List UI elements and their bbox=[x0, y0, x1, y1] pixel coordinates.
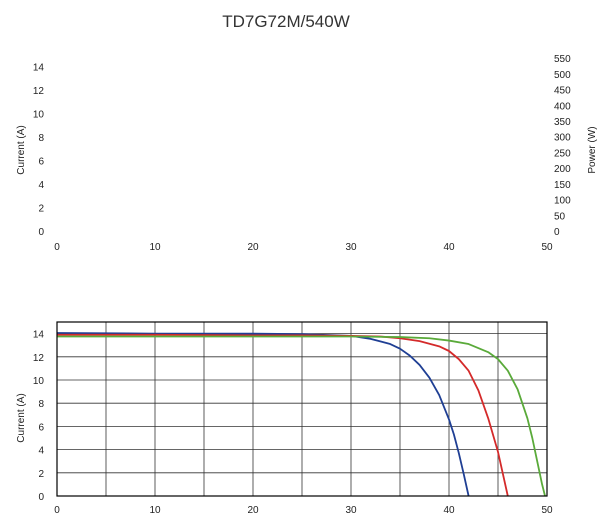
plot-frame bbox=[56, 321, 548, 497]
bottom-y-tick-label: 12 bbox=[33, 353, 45, 364]
bottom-x-tick-label: 30 bbox=[345, 505, 357, 516]
top-y2-tick-label: 500 bbox=[554, 70, 571, 81]
top-x-tick-label: 50 bbox=[541, 242, 553, 253]
bottom-y-axis-label: Current (A) bbox=[16, 393, 27, 442]
bottom-x-tick-label: 50 bbox=[541, 505, 553, 516]
top-y2-tick-label: 300 bbox=[554, 133, 571, 144]
top-y2-tick-label: 0 bbox=[554, 227, 560, 238]
top-y-tick-label: 6 bbox=[38, 157, 44, 168]
top-y2-tick-label: 100 bbox=[554, 196, 571, 207]
top-y2-tick-label: 400 bbox=[554, 101, 571, 112]
bottom-y-tick-label: 2 bbox=[38, 469, 44, 480]
top-x-tick-label: 30 bbox=[345, 242, 357, 253]
top-y2-tick-label: 250 bbox=[554, 148, 571, 159]
top-x-tick-label: 0 bbox=[54, 242, 60, 253]
top-y2-tick-label: 50 bbox=[554, 211, 566, 222]
iv-curve-1 bbox=[56, 332, 470, 497]
bottom-x-tick-label: 10 bbox=[149, 505, 161, 516]
bottom-x-tick-label: 0 bbox=[54, 505, 60, 516]
iv-curve-2 bbox=[57, 333, 509, 497]
top-x-tick-label: 40 bbox=[443, 242, 455, 253]
top-y-tick-label: 2 bbox=[38, 204, 44, 215]
chart-title: TD7G72M/540W bbox=[222, 12, 350, 31]
top-y-tick-label: 14 bbox=[33, 63, 45, 74]
top-y-tick-label: 10 bbox=[33, 110, 45, 121]
top-y2-tick-label: 550 bbox=[554, 54, 571, 65]
top-x-tick-label: 10 bbox=[149, 242, 161, 253]
bottom-y-tick-label: 8 bbox=[38, 399, 44, 410]
bottom-y-tick-label: 6 bbox=[38, 422, 44, 433]
bottom-y-tick-label: 0 bbox=[38, 492, 44, 503]
top-chart: 0 10 20 30 40 5002468101214050100150200250300… bbox=[16, 54, 598, 253]
top-y-tick-label: 12 bbox=[33, 86, 45, 97]
bottom-y-tick-label: 14 bbox=[33, 330, 45, 341]
iv-curve-3 bbox=[57, 335, 546, 497]
top-y-tick-label: 4 bbox=[38, 180, 44, 191]
top-y-tick-label: 0 bbox=[38, 227, 44, 238]
bottom-x-tick-label: 40 bbox=[443, 505, 455, 516]
top-y2-axis-label: Power (W) bbox=[587, 126, 598, 173]
top-y-axis-label: Current (A) bbox=[16, 125, 27, 174]
top-x-tick-label: 20 bbox=[247, 242, 259, 253]
top-y2-tick-label: 350 bbox=[554, 117, 571, 128]
top-y2-tick-label: 450 bbox=[554, 86, 571, 97]
bottom-x-tick-label: 20 bbox=[247, 505, 259, 516]
top-y-tick-label: 8 bbox=[38, 133, 44, 144]
top-y2-tick-label: 150 bbox=[554, 180, 571, 191]
bottom-y-tick-label: 4 bbox=[38, 446, 44, 457]
bottom-chart: 0 10 20 30 40 50 0 2 4 6 8 10 12 14 Current (A) bbox=[16, 321, 553, 516]
bottom-y-tick-label: 10 bbox=[33, 376, 45, 387]
top-y2-tick-label: 200 bbox=[554, 164, 571, 175]
